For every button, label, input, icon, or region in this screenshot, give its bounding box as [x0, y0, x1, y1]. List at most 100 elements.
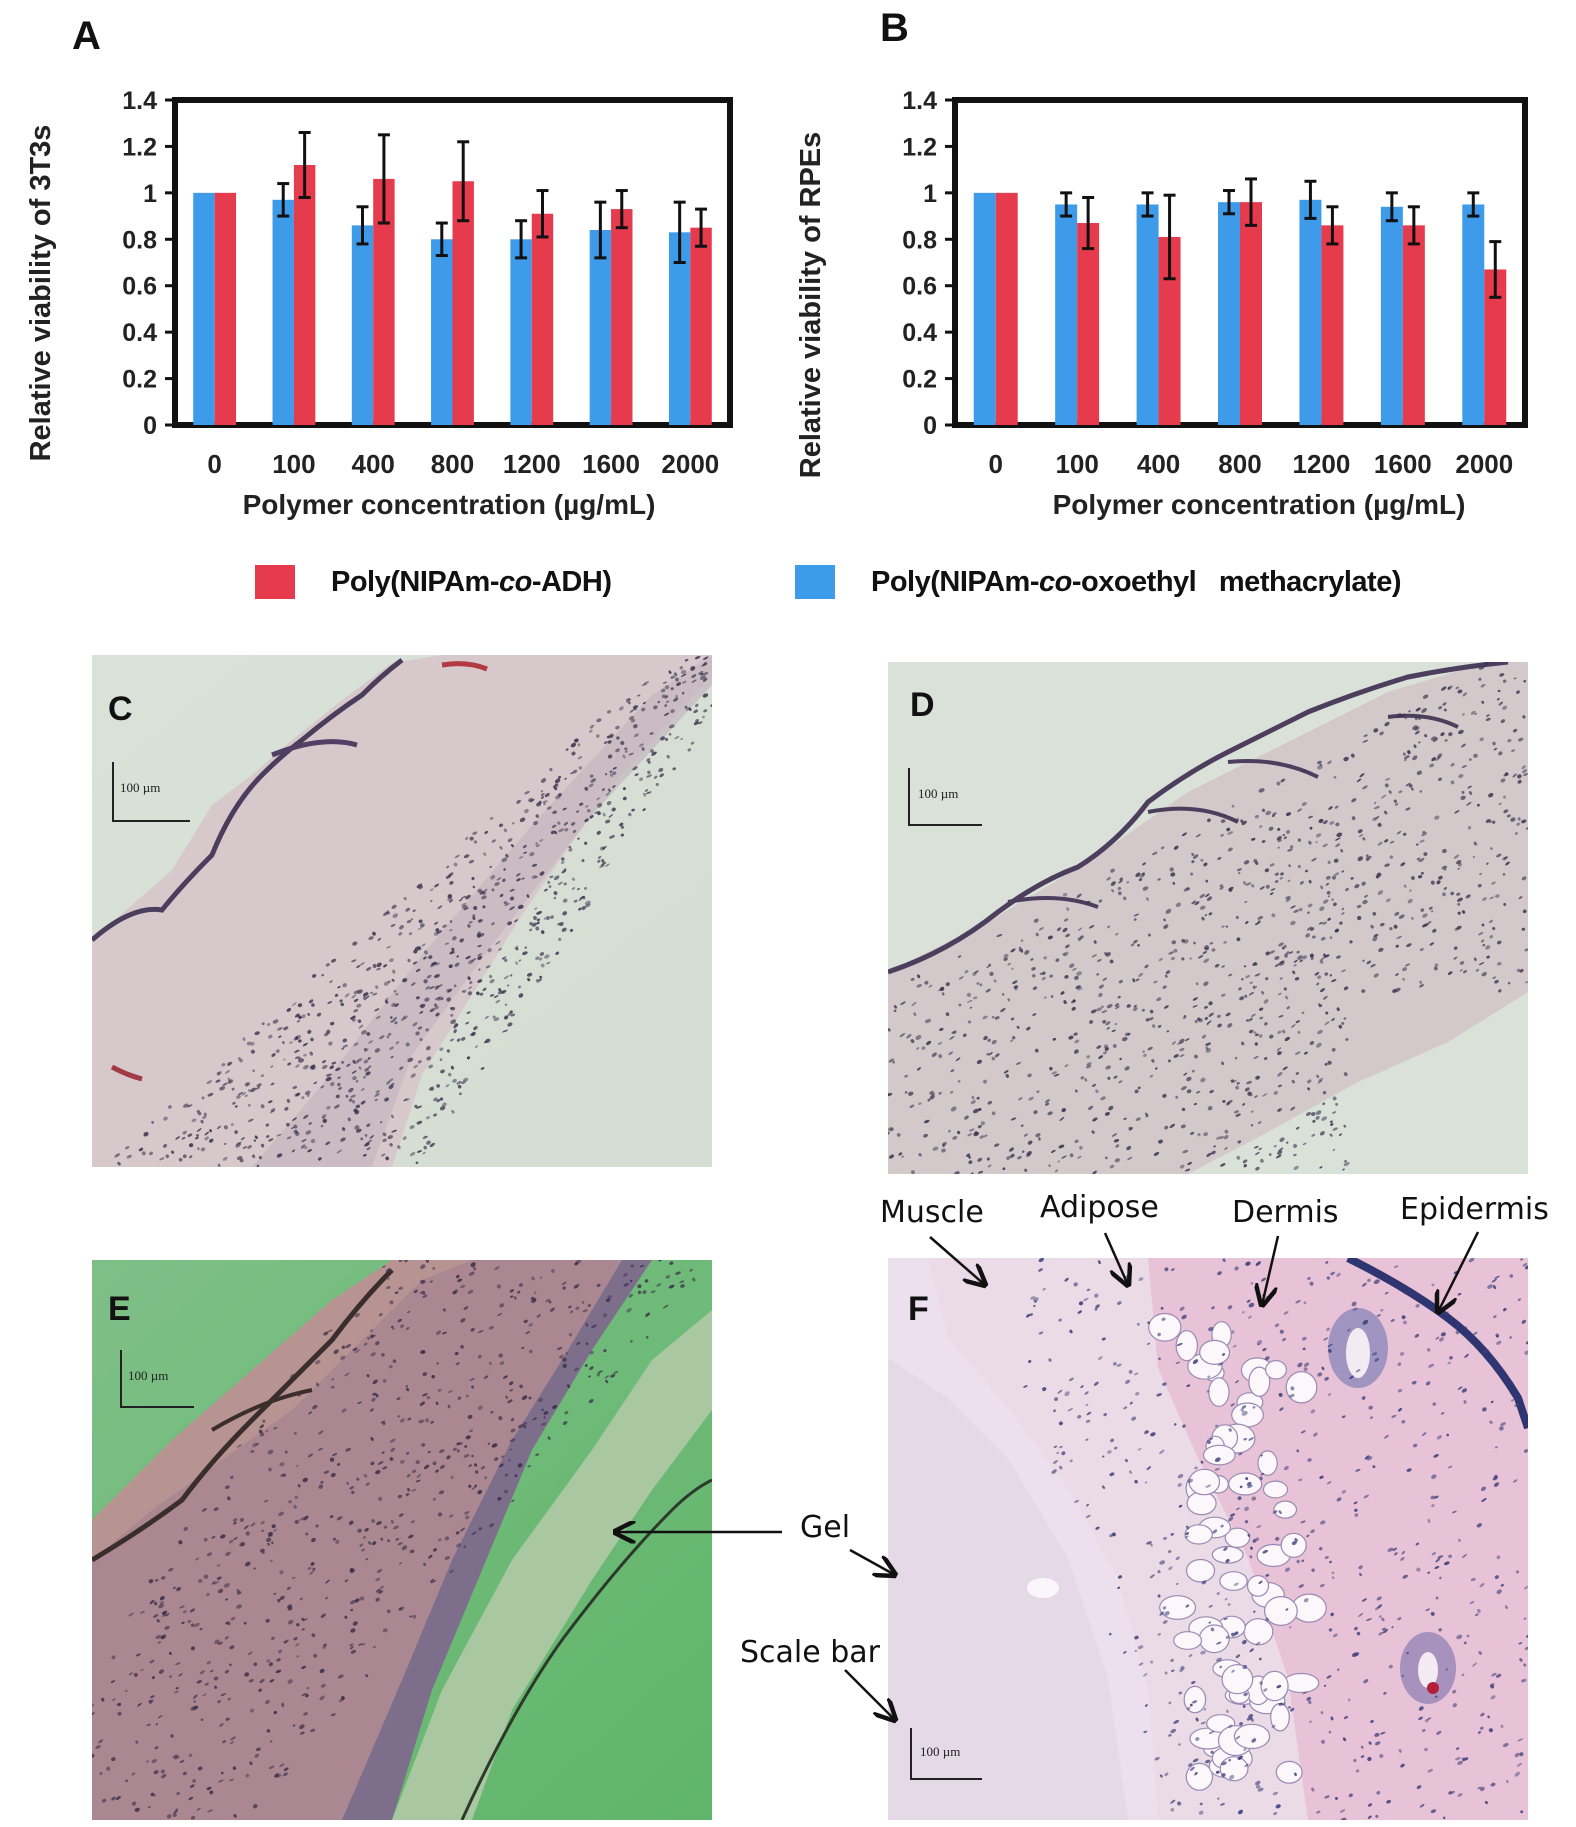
bar-adh	[1077, 223, 1100, 425]
y-tick-label: 1	[143, 180, 157, 208]
bar-adh	[531, 213, 554, 425]
annotation-muscle: Muscle	[880, 1195, 984, 1230]
error-bar	[536, 189, 549, 239]
legend-swatch-oxo	[795, 565, 835, 599]
x-tick-label: 2000	[661, 449, 719, 479]
error-bar	[1489, 240, 1502, 299]
annotation-adipose: Adipose	[1040, 1190, 1159, 1225]
y-tick-label: 1.2	[902, 133, 937, 161]
bar-oxoethyl	[1380, 206, 1403, 425]
panel-label-c: C	[108, 690, 133, 728]
x-tick-label: 800	[431, 449, 474, 479]
x-tick-label: 100	[1055, 449, 1098, 479]
y-tick-label: 0.6	[902, 273, 937, 301]
bar-oxoethyl	[1055, 204, 1078, 425]
y-tick-label: 0.8	[902, 226, 937, 254]
error-bar	[298, 131, 311, 199]
bar-oxoethyl	[589, 230, 612, 425]
micrograph-c	[92, 655, 712, 1167]
bar-oxoethyl	[272, 199, 294, 425]
error-bar	[1244, 177, 1257, 227]
legend-label-adh: Poly(NIPAm-co-ADH)	[331, 565, 612, 598]
panel-label-a: A	[72, 14, 101, 58]
error-bar	[615, 189, 628, 230]
y-tick-label: 1.2	[122, 133, 157, 161]
y-tick-label: 1.4	[122, 87, 157, 115]
error-bar	[673, 200, 686, 264]
x-tick-label: 400	[1137, 449, 1180, 479]
y-tick-label: 0.6	[122, 273, 157, 301]
panel-label-e: E	[108, 1290, 131, 1328]
y-axis-label: Relative viability of 3T3s	[25, 125, 57, 462]
x-tick-label: 100	[272, 449, 315, 479]
bar-oxoethyl	[1462, 204, 1485, 425]
bar-adh	[452, 181, 474, 425]
micrograph-e	[92, 1260, 712, 1820]
scale-bar-d: 100 µm	[908, 768, 982, 826]
panel-label-d: D	[910, 686, 935, 724]
scale-bar-f: 100 µm	[910, 1728, 982, 1780]
bar-adh	[1402, 225, 1425, 425]
x-tick-label: 1600	[582, 449, 640, 479]
error-bar	[1326, 205, 1339, 246]
micrograph-d	[888, 662, 1528, 1174]
annotation-dermis: Dermis	[1232, 1195, 1339, 1230]
error-bar	[377, 133, 390, 225]
bar-adh	[690, 227, 712, 425]
bar-oxoethyl	[510, 239, 532, 425]
arrow-muscle	[929, 1236, 985, 1285]
arrow-epidermis	[1438, 1231, 1480, 1312]
x-tick-label: 0	[207, 449, 221, 479]
arrow-scale-bar	[844, 1669, 895, 1720]
arrow-gel-f	[849, 1548, 895, 1575]
error-bar	[1467, 191, 1480, 218]
panel-label-b: B	[880, 6, 909, 50]
bar-adh	[611, 209, 633, 425]
y-tick-label: 1.4	[902, 87, 937, 115]
y-tick-label: 0.4	[122, 319, 157, 347]
error-bar	[356, 205, 369, 246]
x-tick-label: 2000	[1455, 449, 1513, 479]
error-bar	[277, 182, 290, 218]
x-tick-label: 400	[352, 449, 395, 479]
annotation-gel: Gel	[800, 1510, 851, 1545]
x-tick-label: 1200	[503, 449, 561, 479]
scale-bar-e: 100 µm	[120, 1350, 194, 1408]
bar-oxoethyl	[1218, 202, 1240, 425]
scale-bar-c: 100 µm	[112, 762, 190, 822]
arrow-dermis	[1262, 1235, 1280, 1305]
y-tick-label: 0.4	[902, 319, 937, 347]
x-tick-label: 0	[988, 449, 1002, 479]
panel-label-f: F	[908, 1290, 929, 1328]
x-axis-label: Polymer concentration (µg/mL)	[1053, 489, 1466, 520]
bar-oxoethyl	[973, 192, 996, 425]
legend-label-oxo: Poly(NIPAm-co-oxoethyl methacrylate)	[871, 565, 1401, 598]
y-tick-label: 0	[143, 412, 157, 440]
error-bar	[435, 221, 448, 258]
bar-oxoethyl	[351, 225, 374, 425]
bar-adh	[1240, 202, 1262, 425]
x-tick-label: 1600	[1374, 449, 1432, 479]
bar-adh	[1321, 225, 1344, 425]
annotation-scale-bar: Scale bar	[740, 1635, 881, 1670]
x-tick-label: 1200	[1293, 449, 1351, 479]
annotation-epidermis: Epidermis	[1400, 1192, 1549, 1227]
error-bar	[1060, 191, 1073, 218]
error-bar	[515, 219, 528, 260]
y-tick-label: 0.2	[122, 366, 157, 394]
arrow-adipose	[1103, 1232, 1128, 1285]
error-bar	[1163, 193, 1176, 281]
error-bar	[1385, 191, 1398, 223]
bar-oxoethyl	[668, 232, 691, 425]
y-tick-label: 1	[923, 180, 937, 208]
micrograph-f	[888, 1258, 1528, 1820]
error-bar	[457, 140, 470, 223]
legend-adh: Poly(NIPAm-co-ADH)	[255, 565, 612, 599]
bar-oxoethyl	[193, 192, 215, 425]
error-bar	[695, 207, 708, 248]
y-axis-label: Relative viability of RPEs	[795, 132, 827, 479]
bar-adh	[293, 165, 316, 425]
bar-adh	[373, 178, 395, 425]
bar-oxoethyl	[1136, 204, 1159, 425]
